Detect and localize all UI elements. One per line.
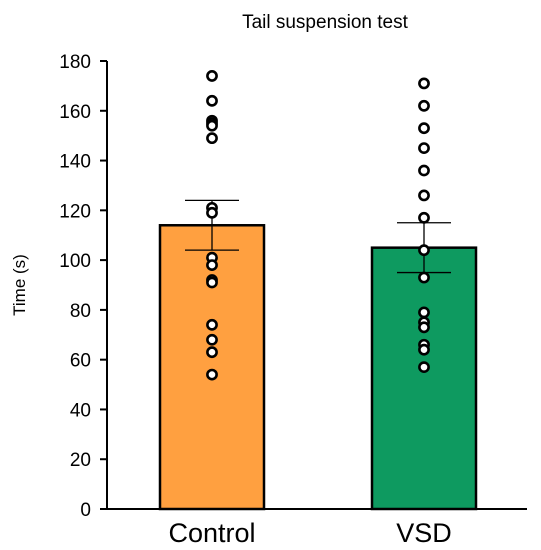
data-point-control	[206, 259, 218, 271]
data-point-vsd	[418, 244, 430, 257]
data-point-vsd	[418, 271, 430, 284]
data-point-vsd	[418, 306, 430, 319]
y-tick-label: 20	[70, 450, 91, 471]
data-point-vsd	[418, 211, 430, 224]
x-tick-label: VSD	[396, 518, 452, 548]
chart-title: Tail suspension test	[242, 12, 409, 33]
y-tick-label: 100	[59, 251, 91, 272]
data-point-control	[206, 206, 218, 219]
y-tick-label: 40	[70, 400, 91, 421]
bar-vsd	[370, 246, 478, 511]
data-point-vsd	[418, 99, 430, 112]
y-tick-label: 160	[59, 102, 91, 123]
data-point-control	[206, 368, 218, 381]
data-point-vsd	[418, 321, 430, 334]
data-point-vsd	[418, 361, 430, 374]
data-point-control	[206, 119, 218, 132]
y-tick-label: 120	[59, 201, 91, 222]
data-point-control	[206, 132, 218, 145]
y-tick-label: 60	[70, 351, 91, 372]
data-point-vsd	[418, 122, 430, 135]
data-point-vsd	[418, 164, 430, 177]
data-point-control	[206, 94, 218, 107]
y-axis-label: Time (s)	[10, 254, 29, 316]
data-point-vsd	[418, 343, 430, 356]
y-tick-label: 180	[59, 52, 91, 73]
plot-area: 0 20 40 60 80 100 120 140 160 180 Control VSD	[59, 52, 527, 548]
data-point-control	[206, 276, 218, 289]
data-point-control	[206, 70, 218, 82]
data-point-control	[206, 333, 218, 346]
data-point-control	[206, 346, 218, 359]
y-tick-label: 0	[80, 500, 91, 521]
data-point-vsd	[418, 189, 430, 202]
data-point-control	[206, 318, 218, 331]
y-tick-label: 80	[70, 301, 91, 322]
data-point-vsd	[418, 77, 430, 90]
y-tick-label: 140	[59, 152, 91, 173]
x-tick-label: Control	[168, 518, 255, 548]
bar-control	[158, 224, 266, 511]
data-point-vsd	[418, 142, 430, 155]
